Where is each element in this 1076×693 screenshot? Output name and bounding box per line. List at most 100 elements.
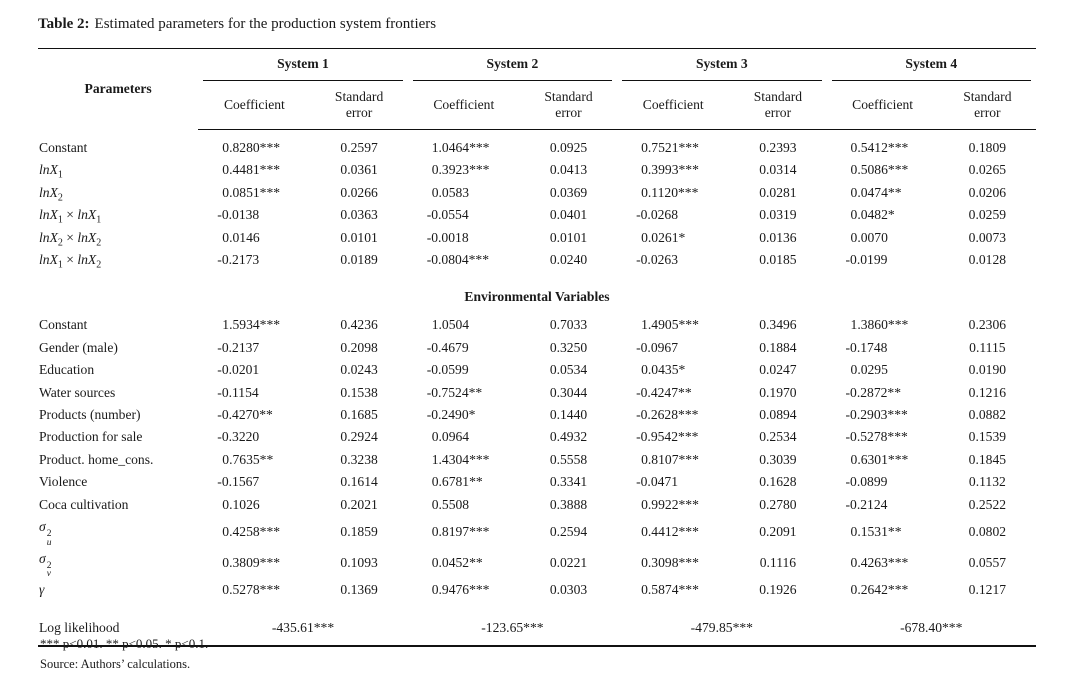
coefficient-cell: -0.9542*** [636,429,699,445]
coefficient-cell: 0.8197*** [431,523,490,539]
system-1-label: System 1 [203,49,403,81]
stderr-cell: 0.2534 [759,429,797,445]
coefficient-cell: 1.0464*** [431,140,490,155]
stderr-cell: 0.1440 [549,407,588,423]
coefficient-cell: 1.4304*** [431,451,490,467]
stderr-cell: 0.7033 [549,317,588,333]
coefficient-cell: -0.7524** [426,384,483,400]
stderr-cell: 0.0802 [968,523,1007,539]
stderr-cell: 0.0369 [549,184,588,200]
stderr-cell: 0.1116 [759,555,797,571]
stderr-cell: 0.0101 [340,229,378,245]
stderr-cell: 0.0925 [549,140,588,155]
coefficient-cell: 0.0851*** [222,184,281,200]
coefficient-cell: 0.4263*** [850,555,909,571]
stderr-cell: 0.1884 [759,339,797,355]
coefficient-cell: 0.4481*** [222,162,281,178]
table-row: lnX1 × lnX2 -0.2173 0.0189 -0.0804*** 0.0240… [38,249,1036,271]
stderr-cell: 0.1859 [340,523,378,539]
row-label: Violence [39,474,88,490]
coefficient-cell: -0.2903*** [845,407,908,423]
stderr-cell: 0.0266 [340,184,378,200]
stderr-cell: 0.1132 [968,474,1006,490]
coefficient-cell: -0.4247** [636,384,692,400]
stderr-cell: 0.1216 [968,384,1007,400]
coefficient-cell: -0.2872** [845,384,902,400]
stderr-cell: 0.0189 [340,252,378,268]
table-body: Constant 0.8280*** 0.2597 1.0464*** 0.0925 0.… [38,130,1036,646]
stderr-cell: 0.0240 [549,252,588,268]
row-label: lnX1 [39,162,63,182]
coefficient-cell: -0.0471 [636,474,679,490]
coefficient-cell: -0.0263 [636,252,679,268]
coefficient-cell: 0.5412*** [850,140,909,155]
stderr-cell: 0.0247 [759,362,797,378]
stderr-cell: 0.0136 [759,229,797,245]
coefficient-cell: 0.3923*** [431,162,490,178]
stderr-cell: 0.4932 [549,429,588,445]
stderr-cell: 0.1539 [968,429,1007,445]
row-label: Log likelihood [39,619,120,635]
coefficient-cell: 0.1120*** [641,184,699,200]
stderr-cell: 0.1685 [340,407,378,423]
coefficient-cell: 0.5874*** [641,582,699,598]
stderr-cell: 0.1628 [759,474,797,490]
coefficient-cell: 0.0435* [641,362,686,378]
stderr-cell: 0.0363 [340,207,378,223]
table-row: lnX1 × lnX1 -0.0138 0.0363 -0.0554 0.0401 -0.… [38,204,1036,226]
coefficient-cell: 0.0482* [850,207,895,223]
coefficient-cell: -0.2124 [845,496,888,512]
coefficient-cell: -0.0967 [636,339,679,355]
coefficient-cell: -0.1748 [845,339,888,355]
stderr-cell: 0.3039 [759,451,797,467]
stderr-cell: 0.0101 [549,229,588,245]
parameters-table: Parameters System 1 System 2 System 3 Sy… [38,48,1036,647]
stderr-cell: 0.3341 [549,474,588,490]
system-3-group-header: System 3 [617,49,826,81]
table-row: σ 2 v 0.3809*** 0.1093 0.0452** 0.0221 0.3098**… [38,548,1036,580]
coefficient-cell: 0.0474** [850,184,902,200]
stderr-cell: 0.0314 [759,162,797,178]
row-label: Production for sale [39,429,143,445]
stderr-cell: 0.2924 [340,429,378,445]
row-label: lnX1 × lnX1 [39,207,102,226]
coefficient-cell: -0.3220 [217,429,260,445]
system-1-group-header: System 1 [198,49,407,81]
stderr-cell: 0.1614 [340,474,378,490]
stderr-cell: 0.3496 [759,317,797,333]
stderr-cell: 0.5558 [549,451,588,467]
row-label: Water sources [39,384,116,400]
row-label: Product. home_cons. [39,451,154,467]
stderr-header: Standard error [938,81,1036,130]
stderr-cell: 0.0128 [968,252,1007,268]
coefficient-cell: -0.1154 [217,384,259,400]
coefficient-cell: -0.0138 [217,207,260,223]
stderr-cell: 0.4236 [340,317,378,333]
stderr-cell: 0.1538 [340,384,378,400]
coefficient-header: Coefficient [407,81,520,130]
stderr-cell: 0.0303 [549,582,588,598]
stderr-cell: 0.0259 [968,207,1007,223]
system-4-label: System 4 [831,49,1031,81]
log-likelihood-value: -435.61*** [271,619,335,635]
stderr-cell: 0.1115 [969,339,1006,355]
row-label: Constant [39,139,88,155]
coefficient-cell: -0.2628*** [636,407,699,423]
coefficient-cell: -0.4679 [426,339,469,355]
coefficient-header: Coefficient [617,81,730,130]
stderr-cell: 0.0319 [759,207,797,223]
coefficient-cell: 1.0504 [431,317,470,333]
coefficient-cell: -0.0201 [217,362,260,378]
stderr-cell: 0.0882 [968,407,1007,423]
stderr-cell: 0.0073 [968,229,1007,245]
row-label: γ [39,582,45,598]
stderr-cell: 0.0206 [968,184,1007,200]
header-row-measures: Coefficient Standard error Coefficient S… [38,81,1036,130]
header-row-systems: Parameters System 1 System 2 System 3 Sy… [38,49,1036,96]
coefficient-cell: 0.7635** [222,451,274,467]
log-likelihood-value: -123.65*** [481,619,544,635]
table-row: Gender (male) -0.2137 0.2098 -0.4679 0.3250 -… [38,337,1036,359]
stderr-cell: 0.0281 [759,184,797,200]
stderr-cell: 0.1217 [968,582,1007,598]
